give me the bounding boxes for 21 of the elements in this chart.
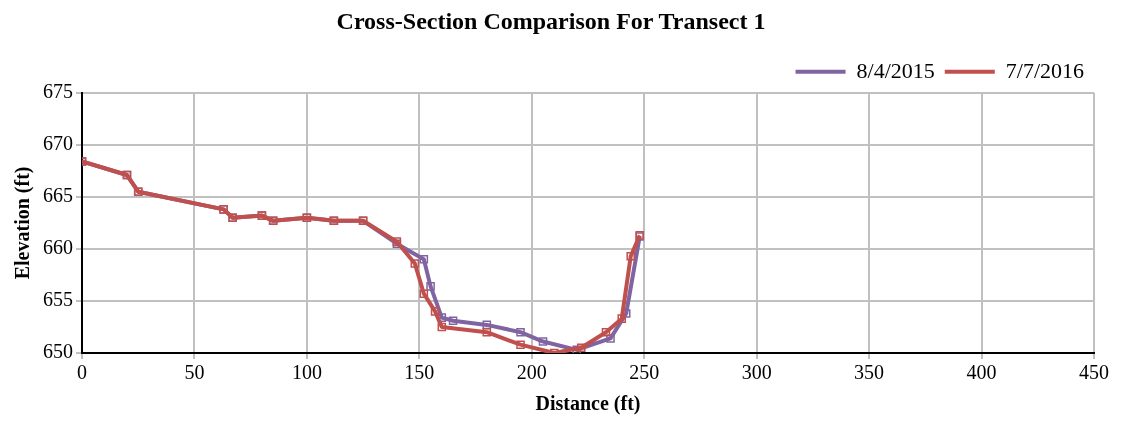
chart-title: Cross-Section Comparison For Transect 1	[336, 7, 766, 34]
x-tick-label: 100	[291, 361, 322, 384]
x-tick-label: 350	[854, 361, 885, 384]
y-tick-label: 650	[43, 340, 73, 363]
x-axis-title: Distance (ft)	[535, 392, 641, 416]
x-tick-label: 450	[1079, 361, 1109, 384]
x-tick-label: 150	[404, 361, 435, 384]
y-tick-label: 665	[43, 184, 73, 207]
y-tick-label: 675	[43, 80, 73, 103]
x-tick-label: 200	[516, 361, 547, 384]
legend-label: 7/7/2016	[1005, 57, 1085, 83]
x-tick-label: 250	[629, 361, 660, 384]
y-axis-title: Elevation (ft)	[11, 166, 35, 280]
x-tick-label: 300	[741, 361, 772, 384]
y-tick-label: 660	[43, 236, 73, 259]
x-tick-label: 0	[77, 361, 87, 384]
x-tick-label: 50	[184, 361, 205, 384]
legend-label: 8/4/2015	[856, 57, 935, 83]
y-tick-label: 670	[43, 132, 73, 155]
y-tick-label: 655	[43, 288, 73, 311]
x-tick-label: 400	[966, 361, 997, 384]
